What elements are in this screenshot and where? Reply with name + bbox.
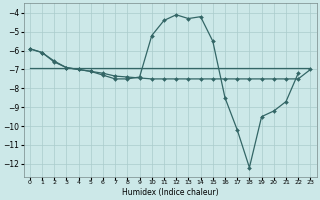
X-axis label: Humidex (Indice chaleur): Humidex (Indice chaleur): [122, 188, 218, 197]
